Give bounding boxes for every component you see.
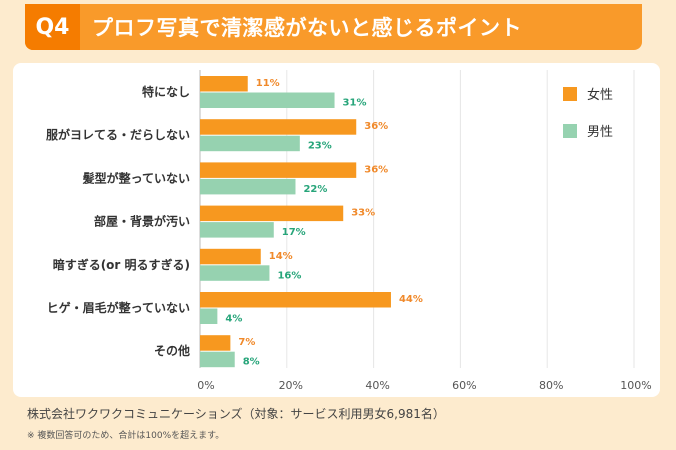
x-tick-label: 100% <box>620 379 651 392</box>
category-label: ヒゲ・眉毛が整っていない <box>47 300 190 315</box>
bar-female <box>200 335 231 351</box>
x-tick-label: 60% <box>452 379 476 392</box>
category-label: 服がヨレてる・だらしない <box>46 127 190 142</box>
bar-female <box>200 162 357 178</box>
x-tick-label: 40% <box>365 379 389 392</box>
legend-label: 女性 <box>587 87 613 103</box>
legend-swatch <box>563 87 577 101</box>
bar-male <box>200 351 235 368</box>
data-label: 17% <box>282 227 306 238</box>
source-text: 株式会社ワクワクコミュニケーションズ（対象：サービス利用男女6,981名） <box>27 407 445 421</box>
bar-female <box>200 292 391 308</box>
bar-male <box>200 92 335 108</box>
category-label: 暗すぎる(or 明るすぎる) <box>53 257 190 272</box>
footnote: ※ 複数回答可のため、合計は100%を超えます。 <box>27 431 225 441</box>
chart-title: プロフ写真で清潔感がないと感じるポイント <box>92 16 522 40</box>
data-label: 14% <box>269 251 293 262</box>
data-label: 22% <box>303 184 327 195</box>
category-label: 部屋・背景が汚い <box>94 214 190 229</box>
category-label: 特になし <box>142 84 190 99</box>
data-label: 44% <box>399 294 423 305</box>
x-tick-label: 0% <box>197 379 214 392</box>
x-tick-label: 20% <box>279 379 303 392</box>
bar-male <box>200 265 270 281</box>
data-label: 11% <box>256 78 280 89</box>
bar-male <box>200 222 274 238</box>
category-label: その他 <box>154 343 190 358</box>
bar-male <box>200 308 218 324</box>
chart-panel <box>13 63 660 397</box>
chart-header: Q4 プロフ写真で清潔感がないと感じるポイント <box>25 4 642 50</box>
data-label: 33% <box>351 208 375 219</box>
category-label: 髪型が整っていない <box>82 170 190 185</box>
data-label: 36% <box>364 121 388 132</box>
data-label: 31% <box>343 98 367 109</box>
bar-female <box>200 76 248 92</box>
data-label: 16% <box>277 270 301 281</box>
legend-label: 男性 <box>587 125 613 140</box>
legend-swatch <box>563 124 577 138</box>
data-label: 36% <box>364 164 388 175</box>
data-label: 23% <box>308 141 332 152</box>
data-label: 7% <box>238 337 255 348</box>
data-label: 8% <box>243 357 260 368</box>
question-badge: Q4 <box>25 4 80 50</box>
bar-male <box>200 135 300 152</box>
bar-female <box>200 119 357 135</box>
bar-female <box>200 248 261 265</box>
data-label: 4% <box>225 314 242 325</box>
bar-male <box>200 178 296 195</box>
bar-female <box>200 205 344 222</box>
x-tick-label: 80% <box>539 379 563 392</box>
